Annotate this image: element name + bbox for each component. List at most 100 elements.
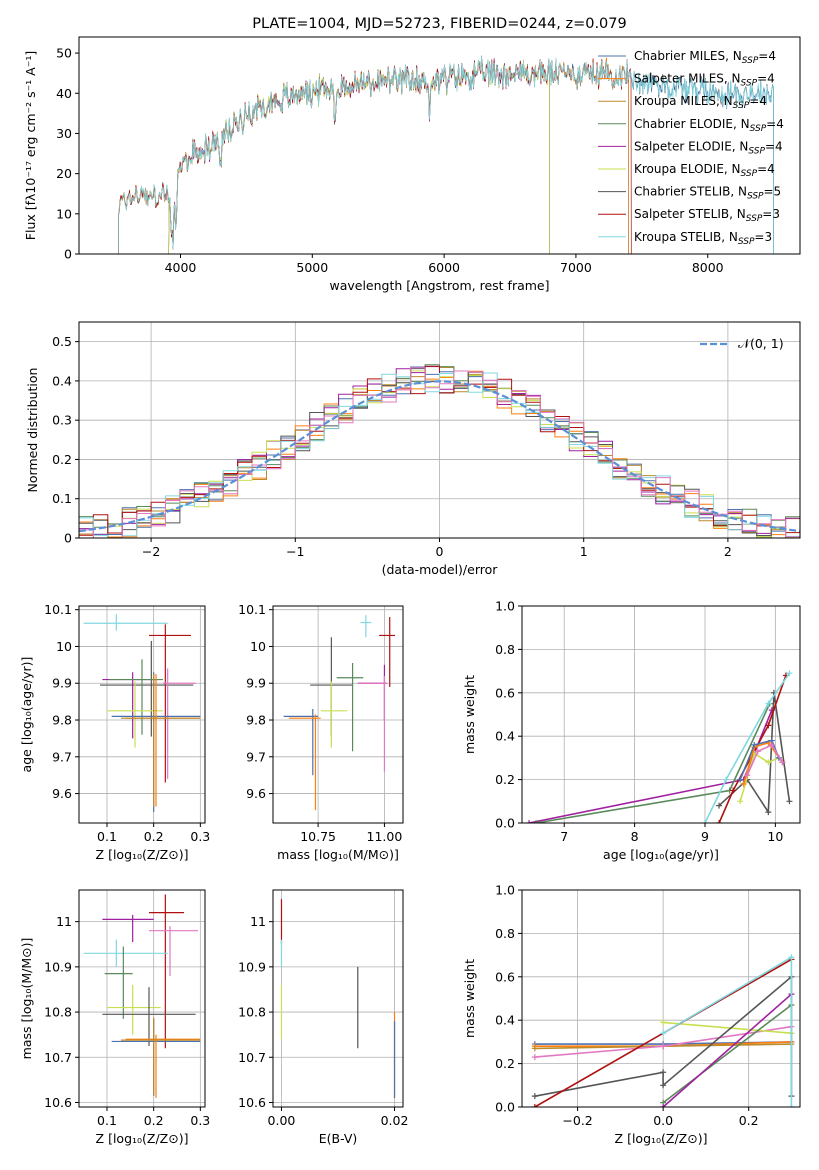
- legend-subscript: SSP: [747, 192, 764, 202]
- legend-value: =4: [757, 162, 775, 176]
- y-tick-label: 30: [56, 126, 72, 141]
- legend: Chabrier MILES, NSSP=4 Salpeter MILES, NS…: [598, 49, 784, 247]
- plot-area: [526, 670, 793, 823]
- errorbar-point: [379, 617, 396, 687]
- plus-marker: [765, 722, 772, 729]
- mass-weight-line: [663, 1021, 792, 1034]
- errorbar-point: [149, 926, 198, 976]
- legend-subscript: SSP: [748, 146, 765, 156]
- y-axis-label: mass weight: [462, 675, 477, 754]
- y-tick-label: 10.9: [238, 959, 266, 974]
- plus-marker: [531, 1104, 538, 1107]
- plus-marker: [744, 772, 751, 779]
- legend-subscript: SSP: [741, 79, 758, 89]
- axes-frame: [78, 36, 801, 255]
- x-axis-label: Z [log₁₀(Z/Z⊙)]: [96, 847, 189, 862]
- plus-marker: [660, 1069, 667, 1076]
- errorbar-point: [149, 894, 184, 1049]
- y-axis-label: mass [log₁₀(M/M⊙)]: [19, 938, 34, 1060]
- x-tick-label: 0.3: [190, 829, 210, 844]
- errorbar-point: [320, 681, 348, 748]
- histogram-kroupa-stelib: [79, 372, 800, 538]
- legend-value: =4: [749, 94, 767, 108]
- errorbar-point: [336, 663, 364, 752]
- x-tick-label: 4000: [165, 260, 197, 275]
- legend-label: Kroupa ELODIE, NSSP=4: [634, 162, 775, 179]
- errorbar-point: [163, 668, 196, 779]
- y-tick-label: 10.6: [44, 1095, 72, 1110]
- errorbar-point: [109, 659, 163, 735]
- y-tick-label: 10.7: [44, 1050, 72, 1065]
- x-tick-label: 0.1: [97, 1113, 117, 1128]
- plus-marker: [531, 1054, 538, 1061]
- y-tick-label: 0.6: [495, 969, 515, 984]
- y-tick-label: 0.4: [495, 729, 515, 744]
- errorbar-point: [283, 708, 319, 776]
- x-tick-label: 7: [560, 829, 568, 844]
- grid: [79, 890, 205, 1107]
- massweight-vs-age-panel: 7 8 9 10 0.0 0.2 0.4 0.6 0.8 1.0 age [log₁₀(age/yr…: [462, 599, 801, 862]
- y-axis-label: Normed distribution: [25, 368, 40, 493]
- y-tick-label: 40: [56, 86, 72, 101]
- x-tick-label: 6000: [428, 260, 460, 275]
- x-tick-label: 0.00: [268, 1113, 296, 1128]
- x-axis-label: E(B-V): [319, 1131, 358, 1146]
- legend-value: =3: [762, 207, 780, 221]
- y-tick-label: 10.8: [238, 1005, 266, 1020]
- plus-marker: [768, 741, 775, 748]
- errorbar-point: [357, 664, 388, 721]
- mass-vs-metallicity-panel: 0.1 0.2 0.3 10.6 10.7 10.8 10.9 11 Z [log₁₀(Z/Z⊙…: [19, 889, 210, 1146]
- y-tick-label: 10.6: [238, 1095, 266, 1110]
- plus-marker: [723, 776, 730, 783]
- errorbar-point: [100, 640, 194, 737]
- errorbar-point: [102, 987, 196, 1046]
- mass-weight-line: [662, 1004, 792, 1104]
- age-vs-mass-panel: 10.75 11.00 9.6 9.7 9.8 9.9 10 10.1 mass [log₁₀(…: [238, 602, 404, 862]
- errorbar-point: [125, 1034, 201, 1098]
- x-axis-label: mass [log₁₀(M/M⊙)]: [277, 847, 399, 862]
- y-tick-label: 0.0: [495, 816, 515, 831]
- axes-frame: [78, 889, 206, 1108]
- y-tick-label: 50: [56, 46, 72, 61]
- plus-marker: [788, 954, 795, 961]
- y-tick-label: 20: [56, 166, 72, 181]
- plus-marker: [531, 1093, 538, 1100]
- mass-weight-line: [528, 709, 773, 823]
- legend-subscript: SSP: [746, 214, 763, 224]
- y-tick-label: 9.9: [246, 676, 266, 691]
- x-axis-label: Z [log₁₀(Z/Z⊙)]: [96, 1131, 189, 1146]
- y-tick-label: 10.1: [44, 602, 72, 617]
- y-tick-label: 0.5: [52, 334, 72, 349]
- grid: [522, 889, 800, 1108]
- y-tick-label: 10.1: [238, 602, 266, 617]
- plus-marker: [779, 759, 786, 766]
- plus-marker: [751, 741, 758, 748]
- plot-area: [83, 614, 201, 812]
- y-tick-label: 0.2: [495, 1056, 515, 1071]
- y-tick-label: 9.8: [246, 713, 266, 728]
- errorbar-point: [149, 624, 191, 783]
- legend-label: Chabrier ELODIE, NSSP=4: [634, 117, 784, 134]
- plus-marker: [660, 1043, 667, 1050]
- x-tick-label: 9: [701, 829, 709, 844]
- plus-marker: [786, 798, 793, 805]
- plus-marker: [788, 1104, 795, 1107]
- errorbar-point: [83, 614, 168, 631]
- axes-frame: [521, 889, 801, 1108]
- errorbar-point: [360, 615, 372, 638]
- legend-label: Chabrier STELIB, NSSP=5: [634, 185, 781, 202]
- y-tick-label: 0.1: [52, 491, 72, 506]
- legend-label: Chabrier MILES, NSSP=4: [634, 49, 776, 66]
- legend-value: =4: [758, 49, 776, 63]
- y-tick-label: 10: [56, 206, 72, 221]
- axes-frame: [521, 605, 801, 824]
- errorbar-point: [357, 675, 388, 772]
- y-axis-label: Flux [fλ10⁻¹⁷ erg cm⁻² s⁻¹ A⁻¹]: [23, 51, 38, 240]
- x-tick-label: 8000: [692, 260, 724, 275]
- x-tick-label: 1: [580, 544, 588, 559]
- legend-label: 𝒩(0, 1): [738, 336, 784, 351]
- plus-marker: [765, 700, 772, 707]
- plus-marker: [526, 820, 533, 823]
- y-tick-label: 10.8: [44, 1005, 72, 1020]
